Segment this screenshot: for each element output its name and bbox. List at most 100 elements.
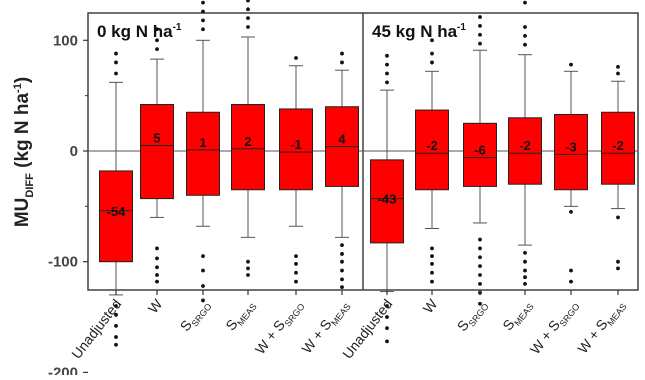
outlier-point <box>294 254 298 259</box>
box-value-label: -43 <box>378 192 397 207</box>
outlier-point <box>246 259 250 264</box>
outlier-point <box>340 51 344 56</box>
outlier-point <box>478 237 482 242</box>
outlier-point <box>523 42 527 47</box>
category-label: W <box>420 295 441 316</box>
category-label: W + SSRGO <box>527 296 582 359</box>
outlier-point <box>430 254 434 259</box>
outlier-point <box>430 246 434 251</box>
box-group: -2 <box>415 38 449 284</box>
outlier-point <box>114 71 118 76</box>
y-tick-label: 0 <box>70 143 78 160</box>
category-label-subscript: SRGO <box>467 302 491 329</box>
outlier-point <box>201 284 205 288</box>
outlier-point <box>478 15 482 19</box>
outlier-point <box>340 252 344 256</box>
box-iqr <box>463 122 497 187</box>
category-label-subscript: MEAS <box>512 302 536 328</box>
outlier-point <box>155 256 159 261</box>
y-tick-label: 100 <box>53 32 78 49</box>
category-label-subscript: MEAS <box>235 302 259 328</box>
box-group: -1 <box>279 56 313 284</box>
outlier-point <box>430 262 434 266</box>
outlier-point <box>523 33 527 38</box>
outlier-point <box>155 265 159 270</box>
category-label-subscript: MEAS <box>329 302 353 328</box>
box-iqr <box>186 111 220 196</box>
box-iqr <box>601 111 635 185</box>
outlier-point <box>385 80 389 85</box>
outlier-point <box>246 0 250 3</box>
outlier-point <box>523 268 527 273</box>
panel-title: 0 kg N ha-1 <box>97 22 182 41</box>
y-axis-label: MUDIFF (kg N ha-1) <box>12 77 36 227</box>
outlier-point <box>385 53 389 58</box>
outlier-point <box>114 342 118 347</box>
y-tick-label: -200 <box>48 364 78 375</box>
outlier-point <box>294 262 298 266</box>
outlier-point <box>155 279 159 284</box>
outlier-point <box>616 259 620 264</box>
outlier-point <box>430 51 434 56</box>
box-value-label: -1 <box>290 137 302 152</box>
box-value-label: 4 <box>338 132 346 147</box>
outlier-point <box>340 243 344 247</box>
outlier-point <box>340 277 344 282</box>
outlier-point <box>478 32 482 37</box>
outlier-point <box>201 9 205 14</box>
box-value-label: -54 <box>107 204 127 219</box>
outlier-point <box>340 259 344 264</box>
box-value-label: -2 <box>519 138 531 153</box>
box-value-label: -2 <box>426 138 438 153</box>
outlier-point <box>523 0 527 5</box>
category-label: SMEAS <box>499 296 535 335</box>
outlier-point <box>616 215 620 220</box>
category-label-subscript: SRGO <box>190 302 214 329</box>
outlier-point <box>478 41 482 46</box>
panel-title-text: 0 kg N ha <box>97 22 173 41</box>
y-axis-label-close: ) <box>12 77 33 83</box>
outlier-point <box>478 24 482 28</box>
box-group: -3 <box>554 62 588 284</box>
box-value-label: -3 <box>565 139 577 154</box>
outlier-point <box>478 255 482 260</box>
outlier-point <box>155 273 159 277</box>
category-label: SSRGO <box>454 296 491 336</box>
category-label-subscript: SRGO <box>558 302 582 329</box>
category-label-main: Unadjusted <box>68 296 124 362</box>
box-iqr <box>279 108 313 191</box>
outlier-point <box>114 335 118 339</box>
box-group: -2 <box>508 0 542 286</box>
outlier-point <box>385 71 389 76</box>
outlier-point <box>385 315 389 319</box>
box-group: -2 <box>601 64 635 271</box>
outlier-point <box>523 259 527 264</box>
outlier-point <box>155 47 159 52</box>
panel-title-superscript: -1 <box>457 22 466 33</box>
outlier-point <box>340 60 344 65</box>
outlier-point <box>385 339 389 344</box>
outlier-point <box>616 64 620 69</box>
category-label-subscript: SRGO <box>283 302 307 329</box>
outlier-point <box>569 268 573 273</box>
outlier-point <box>385 304 389 308</box>
box-iqr <box>140 104 174 200</box>
outlier-point <box>114 324 118 328</box>
outlier-point <box>616 71 620 76</box>
panel-title: 45 kg N ha-1 <box>372 22 466 41</box>
category-label: Unadjusted <box>68 296 124 362</box>
outlier-point <box>294 279 298 284</box>
box-group: 2 <box>231 0 265 277</box>
box-group: 1 <box>186 0 220 303</box>
outlier-point <box>430 270 434 275</box>
category-label: SSRGO <box>177 296 214 336</box>
outlier-point <box>430 38 434 43</box>
outlier-point <box>478 301 482 306</box>
outlier-point <box>616 266 620 271</box>
outlier-point <box>385 326 389 331</box>
box-value-label: -6 <box>474 143 486 158</box>
outlier-point <box>340 285 344 290</box>
outlier-point <box>201 27 205 32</box>
outlier-point <box>155 246 159 251</box>
